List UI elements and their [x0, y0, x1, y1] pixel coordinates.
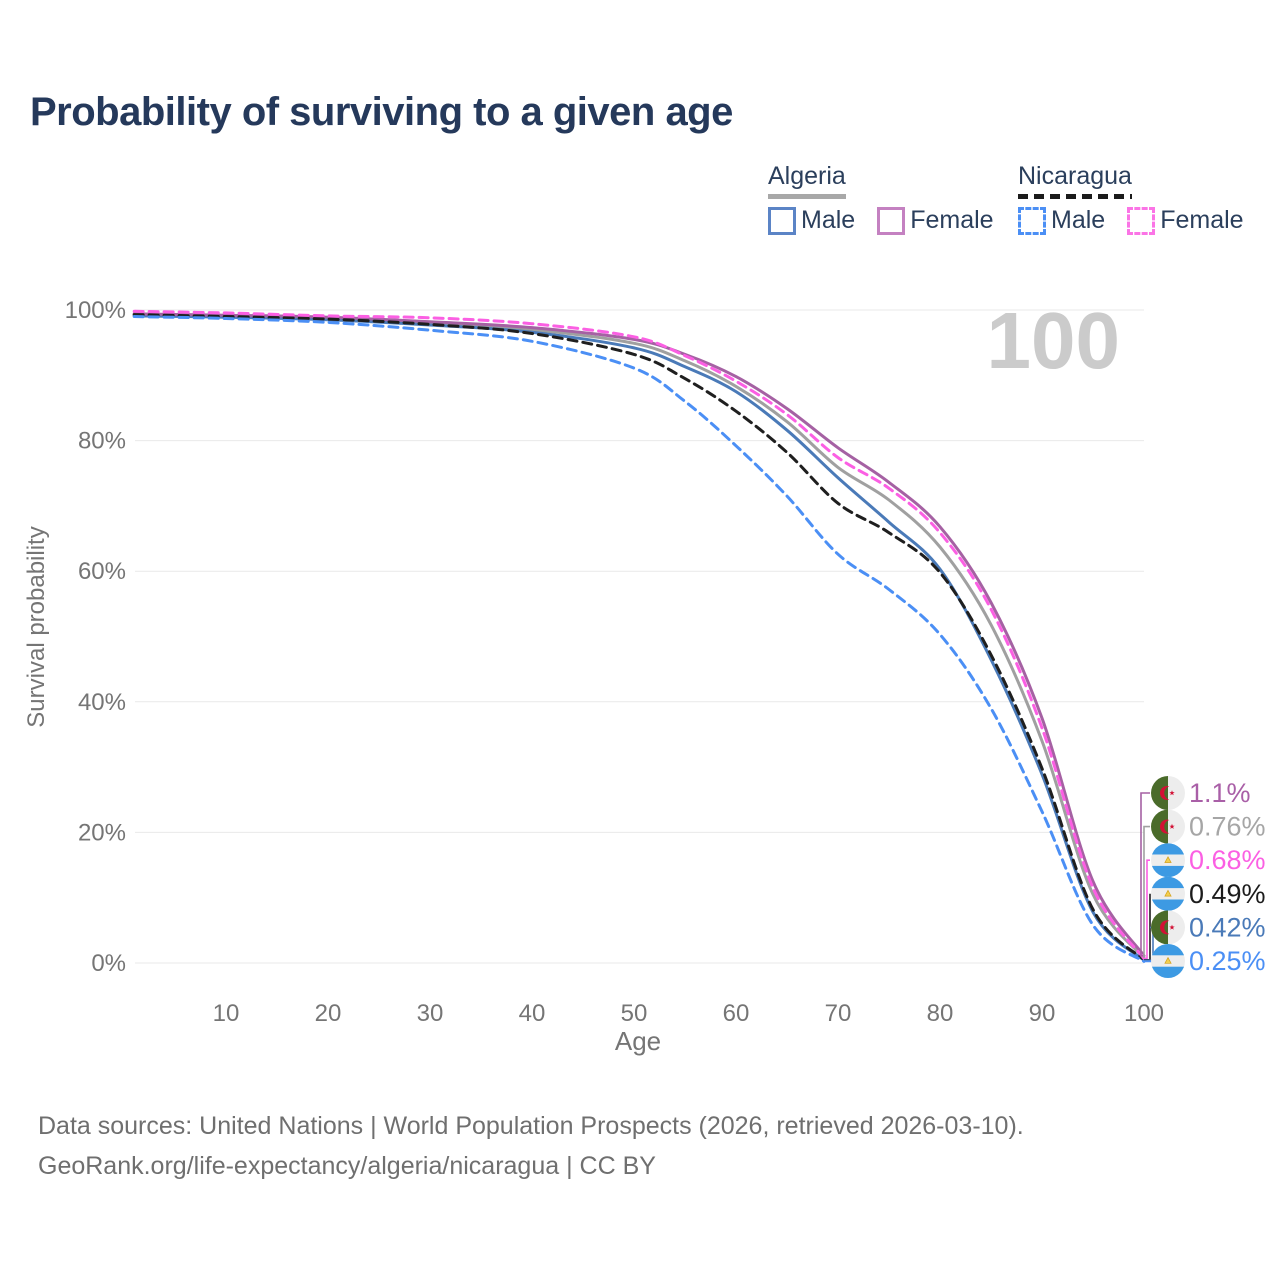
algeria-star: [1169, 924, 1175, 930]
y-axis-title: Survival probability: [23, 526, 50, 727]
leader-line-algeria: [1143, 825, 1150, 958]
end-label-value-algeria-male: 0.42%: [1189, 912, 1266, 942]
algeria-crescent: [1159, 786, 1170, 800]
axis-titles-group: Age Survival probability: [23, 526, 661, 1056]
x-tick-label-90: 90: [1029, 1000, 1056, 1027]
algeria-male-swatch-icon: [768, 206, 796, 235]
algeria-green-half: [1151, 809, 1168, 844]
algeria-crescent: [1159, 920, 1170, 935]
algeria-flag-icon: [1151, 910, 1185, 945]
x-tick-label-10: 10: [213, 1000, 240, 1027]
algeria-crescent: [1159, 819, 1170, 834]
nicaragua-bottom-band: [1151, 966, 1185, 978]
x-tick-label-80: 80: [927, 1000, 954, 1027]
algeria-white-half: [1168, 776, 1185, 810]
legend-label-algeria-male: Male: [801, 206, 856, 234]
series-lines-group: [132, 309, 1146, 963]
y-tick-label-40: 40%: [78, 689, 126, 716]
nicaragua-emblem-triangle: [1164, 956, 1172, 964]
nicaragua-top-band: [1151, 876, 1185, 889]
nicaragua-male-swatch-icon: [1018, 206, 1046, 235]
line-nicaragua-female[interactable]: [132, 309, 1146, 961]
nicaragua-top-band: [1151, 843, 1185, 855]
gridlines-group: 0% 20% 40% 60% 80% 100%: [65, 297, 1144, 977]
x-axis-title: Age: [615, 1026, 661, 1056]
legend-country-algeria[interactable]: Algeria: [768, 162, 846, 199]
end-label-value-nicaragua: 0.49%: [1189, 879, 1266, 909]
legend-item-algeria-male[interactable]: Male: [768, 206, 855, 235]
y-tick-label-80: 80%: [78, 428, 126, 455]
legend-group-nicaragua: Nicaragua Male Female: [1018, 162, 1244, 235]
line-nicaragua-male[interactable]: [132, 315, 1146, 963]
nicaragua-bottom-band: [1151, 865, 1185, 878]
legend-group-algeria: Algeria Male Female: [768, 162, 994, 235]
algeria-line-style-sample: [768, 194, 846, 199]
data-sources-footer: Data sources: United Nations | World Pop…: [38, 1106, 1024, 1186]
line-algeria-female[interactable]: [132, 312, 1146, 958]
algeria-flag-icon: [1151, 809, 1185, 844]
line-algeria[interactable]: [132, 313, 1146, 960]
x-tick-label-50: 50: [621, 1000, 648, 1027]
leader-line-nicaragua-female: [1144, 859, 1150, 960]
x-tick-label-70: 70: [825, 1000, 852, 1027]
nicaragua-emblem-triangle: [1164, 889, 1172, 897]
line-algeria-male[interactable]: [132, 314, 1146, 962]
nicaragua-flag-icon: [1151, 843, 1185, 878]
end-label-nicaragua[interactable]: 0.49%: [1144, 876, 1266, 961]
legend-label-nicaragua-male: Male: [1051, 206, 1106, 234]
nicaragua-flag-icon: [1151, 944, 1185, 978]
algeria-white-half: [1168, 910, 1185, 945]
end-labels-group: 1.1% 0.76%0.68% 0.49%0.42% 0.25%: [1140, 776, 1266, 978]
x-tick-label-20: 20: [315, 1000, 342, 1027]
end-label-value-nicaragua-female: 0.68%: [1189, 845, 1266, 875]
end-label-value-algeria-female: 1.1%: [1189, 778, 1251, 808]
nicaragua-emblem-triangle: [1164, 856, 1172, 863]
algeria-star: [1169, 823, 1175, 829]
footer-sources-line: Data sources: United Nations | World Pop…: [38, 1112, 1024, 1140]
legend-label-nicaragua-female: Female: [1160, 206, 1244, 234]
algeria-green-half: [1151, 910, 1168, 945]
line-nicaragua[interactable]: [132, 313, 1146, 962]
x-tick-label-100: 100: [1124, 1000, 1164, 1027]
nicaragua-line-style-sample: [1018, 194, 1132, 199]
nicaragua-top-band: [1151, 944, 1185, 956]
legend-label-algeria-female: Female: [910, 206, 994, 234]
page-title: Probability of surviving to a given age: [30, 90, 733, 134]
legend-country-algeria-label: Algeria: [768, 162, 846, 190]
x-axis-ticks-group: 10 20 30 40 50 60 70 80 90 100: [213, 1000, 1164, 1027]
legend-country-nicaragua-label: Nicaragua: [1018, 162, 1132, 190]
algeria-star: [1169, 790, 1175, 796]
legend-item-nicaragua-female[interactable]: Female: [1127, 206, 1244, 235]
legend-row-algeria: Male Female: [768, 206, 994, 235]
algeria-green-half: [1151, 776, 1168, 810]
footer-link-line: GeoRank.org/life-expectancy/algeria/nica…: [38, 1152, 656, 1180]
end-label-value-algeria: 0.76%: [1189, 812, 1266, 842]
x-tick-label-40: 40: [519, 1000, 546, 1027]
algeria-female-swatch-icon: [877, 206, 906, 235]
algeria-white-half: [1168, 809, 1185, 844]
legend-country-nicaragua[interactable]: Nicaragua: [1018, 162, 1132, 199]
x-tick-label-60: 60: [723, 1000, 750, 1027]
end-label-nicaragua-female[interactable]: 0.68%: [1144, 843, 1266, 960]
end-label-algeria-female[interactable]: 1.1%: [1140, 776, 1251, 957]
algeria-flag-icon: [1151, 776, 1185, 810]
end-label-algeria[interactable]: 0.76%: [1143, 809, 1266, 958]
y-tick-label-20: 20%: [78, 819, 126, 846]
y-tick-label-100: 100%: [65, 297, 126, 324]
y-tick-label-60: 60%: [78, 558, 126, 585]
leader-line-algeria-female: [1140, 792, 1150, 957]
nicaragua-female-swatch-icon: [1127, 206, 1156, 235]
end-label-nicaragua-male[interactable]: 0.25%: [1144, 944, 1266, 978]
legend-row-nicaragua: Male Female: [1018, 206, 1244, 235]
y-tick-label-0: 0%: [91, 950, 126, 977]
end-label-algeria-male[interactable]: 0.42%: [1144, 910, 1266, 962]
nicaragua-flag-icon: [1151, 876, 1185, 911]
legend-item-algeria-female[interactable]: Female: [877, 206, 994, 235]
nicaragua-bottom-band: [1151, 899, 1185, 911]
end-label-value-nicaragua-male: 0.25%: [1189, 946, 1266, 976]
x-tick-label-30: 30: [417, 1000, 444, 1027]
hover-age-watermark: 100: [987, 296, 1120, 385]
legend-item-nicaragua-male[interactable]: Male: [1018, 206, 1105, 235]
